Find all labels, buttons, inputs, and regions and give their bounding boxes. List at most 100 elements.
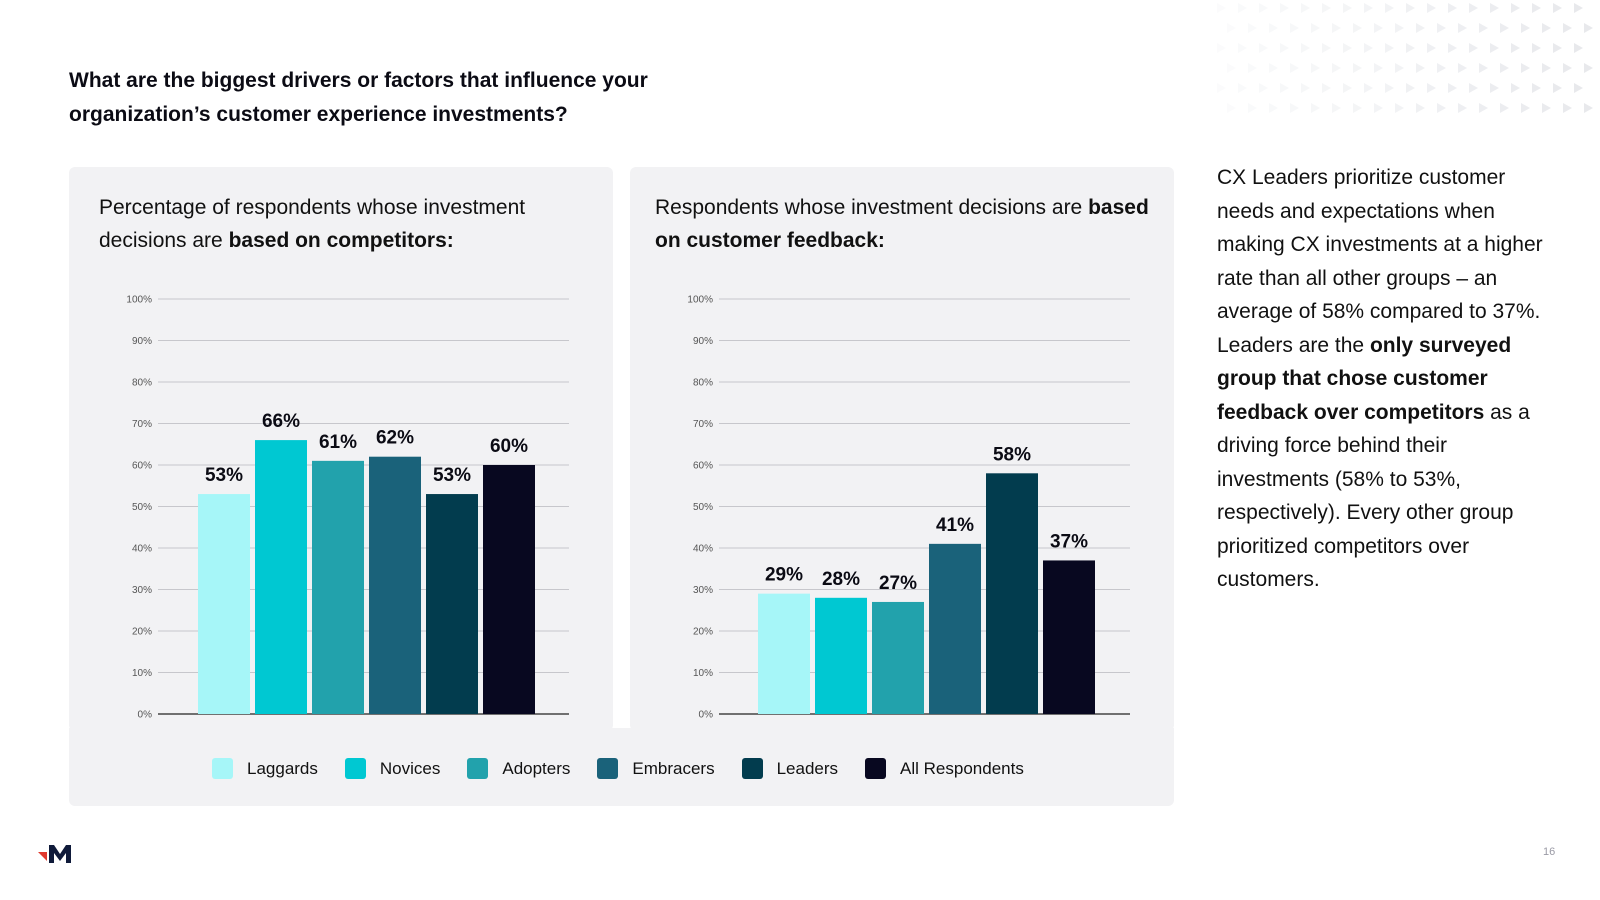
- pattern-triangle: [1238, 83, 1247, 93]
- legend-label: Embracers: [632, 758, 715, 778]
- pattern-triangle: [1490, 83, 1499, 93]
- pattern-triangle: [1584, 63, 1593, 73]
- pattern-triangle: [1479, 63, 1488, 73]
- pattern-triangle: [1227, 63, 1236, 73]
- bar: [255, 440, 307, 714]
- pattern-triangle: [1521, 103, 1530, 113]
- question-line-1: What are the biggest drivers or factors …: [69, 69, 648, 92]
- data-label: 53%: [205, 465, 243, 486]
- pattern-triangle: [1532, 3, 1541, 13]
- pattern-triangle: [1395, 23, 1404, 33]
- pattern-triangle: [1269, 63, 1278, 73]
- y-tick-label: 10%: [132, 668, 152, 679]
- data-label: 27%: [879, 573, 917, 594]
- pattern-triangle: [1269, 103, 1278, 113]
- pattern-triangle: [1385, 3, 1394, 13]
- chart-title-feedback: Respondents whose investment decisions a…: [655, 191, 1155, 257]
- pattern-triangle: [1406, 43, 1415, 53]
- legend-item: Novices: [344, 758, 440, 779]
- pattern-triangle: [1563, 103, 1572, 113]
- sidebar-text-1: CX Leaders prioritize customer needs and…: [1217, 166, 1543, 357]
- data-label: 66%: [262, 411, 300, 432]
- pattern-triangle: [1353, 103, 1362, 113]
- pattern-triangle: [1574, 43, 1583, 53]
- legend-label: Adopters: [502, 758, 571, 778]
- data-label: 60%: [490, 436, 528, 457]
- pattern-triangle: [1343, 43, 1352, 53]
- pattern-triangle: [1364, 43, 1373, 53]
- y-tick-label: 90%: [132, 336, 152, 347]
- pattern-triangle: [1311, 103, 1320, 113]
- page-question: What are the biggest drivers or factors …: [69, 64, 749, 132]
- pattern-triangle: [1364, 83, 1373, 93]
- question-line-2: organization’s customer experience inves…: [69, 103, 568, 126]
- pattern-triangle: [1385, 83, 1394, 93]
- pattern-triangle: [1584, 103, 1593, 113]
- y-tick-label: 50%: [693, 502, 713, 513]
- legend-label: Laggards: [247, 758, 318, 778]
- y-tick-label: 40%: [693, 544, 713, 555]
- bar: [758, 593, 810, 714]
- data-label: 37%: [1050, 531, 1088, 552]
- pattern-triangle: [1479, 23, 1488, 33]
- pattern-triangle: [1248, 23, 1257, 33]
- pattern-triangle: [1511, 43, 1520, 53]
- chart-title-feedback-normal: Respondents whose investment decisions a…: [655, 196, 1089, 219]
- pattern-triangle: [1311, 23, 1320, 33]
- y-tick-label: 100%: [687, 295, 713, 306]
- pattern-triangle: [1259, 43, 1268, 53]
- y-tick-label: 20%: [132, 627, 152, 638]
- legend-item: All Respondents: [865, 758, 1024, 779]
- pattern-triangle: [1416, 63, 1425, 73]
- pattern-triangle: [1553, 3, 1562, 13]
- bar: [198, 494, 250, 714]
- pattern-triangle: [1416, 23, 1425, 33]
- pattern-triangle: [1458, 103, 1467, 113]
- legend-item: Leaders: [741, 758, 838, 779]
- y-tick-label: 100%: [126, 295, 152, 306]
- pattern-triangle: [1416, 103, 1425, 113]
- pattern-triangle: [1511, 83, 1520, 93]
- pattern-triangle: [1448, 43, 1457, 53]
- pattern-triangle: [1427, 3, 1436, 13]
- pattern-triangle: [1553, 43, 1562, 53]
- pattern-triangle: [1395, 63, 1404, 73]
- legend-label: All Respondents: [900, 758, 1024, 778]
- y-tick-label: 40%: [132, 544, 152, 555]
- page-number: 16: [1543, 846, 1556, 858]
- pattern-triangle: [1301, 43, 1310, 53]
- pattern-triangle: [1227, 23, 1236, 33]
- y-tick-label: 50%: [132, 502, 152, 513]
- triangle-pattern-icon: [1217, 3, 1593, 113]
- pattern-triangle: [1490, 3, 1499, 13]
- pattern-triangle: [1269, 23, 1278, 33]
- pattern-triangle: [1458, 63, 1467, 73]
- pattern-triangle: [1469, 3, 1478, 13]
- sidebar-text-bold: only surveyed group that chose customer …: [1217, 333, 1512, 424]
- chart-title-competitors-normal: Percentage of respondents whose investme…: [99, 196, 526, 252]
- data-label: 53%: [433, 465, 471, 486]
- legend-item: Laggards: [212, 758, 318, 779]
- bar: [986, 473, 1038, 714]
- legend-item: Embracers: [597, 758, 715, 779]
- pattern-triangle: [1532, 43, 1541, 53]
- pattern-triangle: [1511, 3, 1520, 13]
- y-tick-label: 80%: [693, 378, 713, 389]
- pattern-triangle: [1406, 83, 1415, 93]
- pattern-triangle: [1448, 3, 1457, 13]
- pattern-triangle: [1343, 3, 1352, 13]
- pattern-triangle: [1574, 83, 1583, 93]
- pattern-triangle: [1542, 63, 1551, 73]
- bar: [312, 460, 364, 714]
- pattern-triangle: [1248, 103, 1257, 113]
- pattern-triangle: [1353, 63, 1362, 73]
- pattern-triangle: [1311, 63, 1320, 73]
- pattern-triangle: [1322, 43, 1331, 53]
- legend-item: Adopters: [467, 758, 570, 779]
- pattern-triangle: [1500, 63, 1509, 73]
- pattern-triangle: [1374, 103, 1383, 113]
- y-tick-label: 70%: [693, 419, 713, 430]
- y-tick-label: 60%: [693, 461, 713, 472]
- y-tick-label: 70%: [132, 419, 152, 430]
- data-label: 29%: [765, 565, 803, 586]
